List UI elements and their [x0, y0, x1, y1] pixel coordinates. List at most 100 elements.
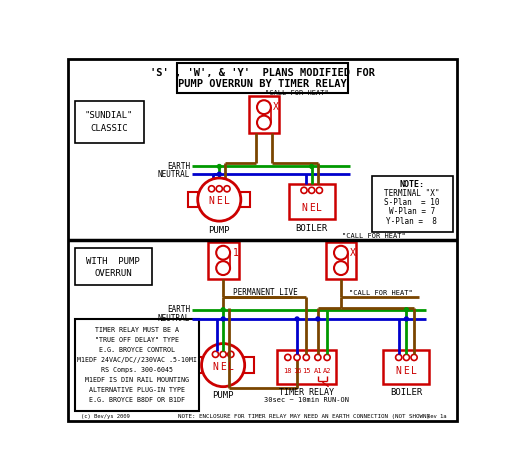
Text: M1EDF 24VAC/DC//230VAC .5-10MI: M1EDF 24VAC/DC//230VAC .5-10MI — [77, 357, 197, 363]
Text: E: E — [403, 366, 409, 376]
Text: RS Comps. 300-6045: RS Comps. 300-6045 — [101, 367, 173, 373]
Bar — [326, 242, 356, 279]
Text: 'S' , 'W', & 'Y'  PLANS MODIFIED FOR: 'S' , 'W', & 'Y' PLANS MODIFIED FOR — [150, 68, 375, 78]
Text: S-Plan  = 10: S-Plan = 10 — [384, 198, 439, 207]
Circle shape — [404, 308, 408, 312]
Text: L: L — [224, 196, 230, 206]
Text: BOILER: BOILER — [390, 387, 422, 397]
Text: E.G. BROYCE B8DF OR B1DF: E.G. BROYCE B8DF OR B1DF — [89, 397, 185, 403]
Text: 18: 18 — [284, 367, 292, 374]
Text: A1: A1 — [313, 367, 322, 374]
Text: W-Plan = 7: W-Plan = 7 — [389, 208, 435, 217]
Bar — [277, 350, 335, 385]
Circle shape — [396, 354, 402, 360]
Text: EARTH: EARTH — [167, 162, 190, 171]
Text: E: E — [309, 203, 314, 213]
Circle shape — [224, 186, 230, 192]
Text: "SUNDIAL": "SUNDIAL" — [85, 111, 133, 120]
Text: NEUTRAL: NEUTRAL — [158, 169, 190, 178]
Text: ALTERNATIVE PLUG-IN TYPE: ALTERNATIVE PLUG-IN TYPE — [89, 387, 185, 393]
Circle shape — [221, 308, 225, 312]
Bar — [75, 101, 144, 143]
Text: OVERRUN: OVERRUN — [94, 269, 132, 278]
Text: N: N — [301, 203, 307, 213]
Circle shape — [404, 317, 408, 321]
Text: NOTE:: NOTE: — [399, 179, 424, 188]
Circle shape — [411, 354, 417, 360]
Text: L: L — [316, 203, 323, 213]
Text: 15: 15 — [302, 367, 311, 374]
Circle shape — [218, 165, 221, 169]
Text: EARTH: EARTH — [167, 305, 190, 314]
Circle shape — [202, 344, 245, 387]
Text: TIMER RELAY MUST BE A: TIMER RELAY MUST BE A — [95, 327, 179, 333]
Circle shape — [315, 354, 321, 360]
Bar — [383, 350, 430, 385]
Text: "TRUE OFF DELAY" TYPE: "TRUE OFF DELAY" TYPE — [95, 337, 179, 343]
Text: TIMER RELAY: TIMER RELAY — [279, 387, 334, 397]
Text: N: N — [212, 362, 218, 372]
Text: L: L — [228, 362, 234, 372]
Circle shape — [208, 186, 215, 192]
Text: PUMP OVERRUN BY TIMER RELAY: PUMP OVERRUN BY TIMER RELAY — [178, 79, 347, 89]
Bar — [188, 192, 199, 207]
Text: (c) Bev/ys 2009: (c) Bev/ys 2009 — [81, 414, 130, 419]
Bar — [289, 184, 335, 219]
Text: E.G. BROYCE CONTROL: E.G. BROYCE CONTROL — [99, 347, 175, 353]
Circle shape — [316, 187, 323, 193]
Circle shape — [303, 354, 309, 360]
Bar — [177, 62, 348, 93]
Bar — [244, 357, 254, 373]
Text: BOILER: BOILER — [295, 224, 328, 233]
Circle shape — [218, 172, 221, 176]
Text: X: X — [350, 248, 356, 258]
Text: CLASSIC: CLASSIC — [90, 124, 128, 133]
Circle shape — [216, 246, 230, 259]
Bar — [75, 319, 199, 411]
Circle shape — [216, 261, 230, 275]
Text: A2: A2 — [323, 367, 331, 374]
Text: Y-Plan =  8: Y-Plan = 8 — [387, 217, 437, 226]
Text: X: X — [273, 102, 279, 112]
Text: 30sec ~ 10min RUN-ON: 30sec ~ 10min RUN-ON — [264, 397, 349, 403]
Circle shape — [228, 351, 234, 357]
Text: L: L — [411, 366, 417, 376]
Text: PUMP: PUMP — [208, 226, 230, 235]
Circle shape — [220, 351, 226, 357]
Text: E: E — [220, 362, 226, 372]
Bar — [372, 177, 453, 232]
Text: WITH  PUMP: WITH PUMP — [86, 257, 140, 266]
Text: NEUTRAL: NEUTRAL — [158, 315, 190, 323]
Circle shape — [294, 354, 300, 360]
Bar — [75, 248, 152, 285]
Circle shape — [216, 186, 222, 192]
Circle shape — [334, 246, 348, 259]
Bar — [248, 96, 280, 133]
Circle shape — [257, 100, 271, 114]
Circle shape — [221, 317, 225, 321]
Text: PUMP: PUMP — [212, 391, 234, 400]
Bar — [208, 242, 239, 279]
Text: "CALL FOR HEAT": "CALL FOR HEAT" — [266, 90, 329, 96]
Circle shape — [316, 317, 320, 321]
Circle shape — [301, 187, 307, 193]
Circle shape — [309, 187, 315, 193]
Bar — [193, 357, 202, 373]
Text: "CALL FOR HEAT": "CALL FOR HEAT" — [349, 290, 413, 296]
Text: Rev 1a: Rev 1a — [427, 414, 446, 419]
Circle shape — [285, 354, 291, 360]
Circle shape — [310, 165, 314, 169]
Text: 16: 16 — [293, 367, 301, 374]
Text: TERMINAL "X": TERMINAL "X" — [384, 189, 439, 198]
Circle shape — [295, 317, 299, 321]
Circle shape — [403, 354, 410, 360]
Text: PERMANENT LIVE: PERMANENT LIVE — [233, 288, 298, 297]
Text: N: N — [396, 366, 401, 376]
Text: 1: 1 — [232, 248, 239, 258]
Circle shape — [257, 116, 271, 129]
Circle shape — [324, 354, 330, 360]
Text: N: N — [209, 196, 215, 206]
Circle shape — [198, 178, 241, 221]
Circle shape — [212, 351, 219, 357]
Circle shape — [334, 261, 348, 275]
